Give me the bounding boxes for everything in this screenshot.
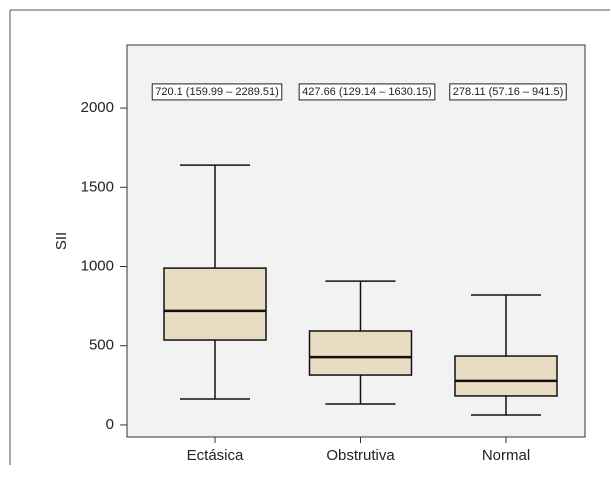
y-tick-label: 1000 (81, 257, 114, 274)
annotation-box (298, 83, 436, 101)
annotation-box (449, 83, 567, 101)
box (454, 355, 558, 397)
box (308, 330, 413, 376)
y-tick-label: 500 (89, 337, 114, 354)
annotation-box (151, 83, 283, 101)
annotation: 278.11 (57.16 – 941.5) (453, 86, 564, 98)
x-tick-label: Obstrutiva (326, 447, 395, 464)
x-tick-label: Normal (482, 447, 530, 464)
annotation: 720.1 (159.99 – 2289.51) (155, 86, 279, 98)
y-tick-label: 0 (106, 416, 114, 433)
box (163, 267, 267, 341)
x-tick-label: Ectásica (187, 447, 244, 464)
annotation: 427.66 (129.14 – 1630.15) (302, 86, 432, 98)
y-tick-label: 2000 (81, 99, 114, 116)
y-axis-label: SII (53, 232, 70, 250)
y-tick-label: 1500 (81, 178, 114, 195)
